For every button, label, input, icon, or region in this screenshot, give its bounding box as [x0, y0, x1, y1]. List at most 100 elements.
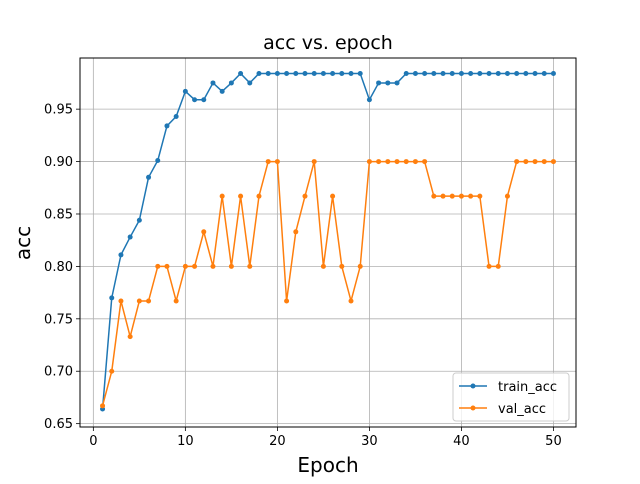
x-tick-label: 10: [177, 434, 194, 449]
data-point-val-acc: [458, 193, 464, 199]
y-tick-label: 0.65: [44, 417, 73, 432]
data-point-train-acc: [238, 71, 244, 77]
data-point-val-acc: [532, 159, 538, 165]
x-tick-label: 0: [89, 434, 97, 449]
data-point-train-acc: [302, 71, 308, 77]
data-point-val-acc: [357, 263, 363, 269]
data-point-train-acc: [348, 71, 354, 77]
data-point-val-acc: [109, 368, 115, 374]
data-point-val-acc: [192, 263, 198, 269]
x-axis-label: Epoch: [297, 453, 358, 477]
data-point-train-acc: [357, 71, 363, 77]
data-point-val-acc: [274, 159, 280, 165]
data-point-train-acc: [293, 71, 299, 77]
data-point-train-acc: [127, 234, 133, 240]
data-point-train-acc: [256, 71, 262, 77]
data-point-train-acc: [311, 71, 317, 77]
data-point-train-acc: [118, 252, 124, 258]
legend-marker-val-acc: [470, 405, 476, 411]
data-point-val-acc: [146, 298, 152, 304]
data-point-train-acc: [412, 71, 418, 77]
x-tick-label: 50: [545, 434, 562, 449]
data-point-train-acc: [109, 295, 115, 301]
data-point-train-acc: [385, 80, 391, 86]
data-point-train-acc: [394, 80, 400, 86]
data-point-train-acc: [458, 71, 464, 77]
data-point-train-acc: [376, 80, 382, 86]
data-point-val-acc: [265, 159, 271, 165]
data-point-val-acc: [284, 298, 290, 304]
data-point-train-acc: [550, 71, 556, 77]
legend-entry-val-acc: val_acc: [459, 402, 546, 417]
data-point-val-acc: [164, 263, 170, 269]
legend-label-val-acc: val_acc: [498, 402, 546, 417]
data-point-train-acc: [403, 71, 409, 77]
data-point-val-acc: [477, 193, 483, 199]
plot-frame: [79, 57, 577, 428]
data-point-val-acc: [155, 263, 161, 269]
data-point-val-acc: [210, 263, 216, 269]
data-point-val-acc: [100, 403, 106, 409]
data-point-train-acc: [504, 71, 510, 77]
data-point-val-acc: [173, 298, 179, 304]
data-point-train-acc: [514, 71, 520, 77]
data-point-train-acc: [155, 158, 161, 164]
data-point-train-acc: [219, 88, 225, 94]
data-point-train-acc: [495, 71, 501, 77]
data-point-train-acc: [422, 71, 428, 77]
data-point-val-acc: [219, 193, 225, 199]
legend-label-train-acc: train_acc: [498, 380, 557, 395]
data-point-val-acc: [440, 193, 446, 199]
data-point-train-acc: [192, 97, 198, 103]
data-point-train-acc: [173, 113, 179, 119]
data-point-val-acc: [385, 159, 391, 165]
data-point-train-acc: [440, 71, 446, 77]
data-point-train-acc: [284, 71, 290, 77]
data-point-train-acc: [477, 71, 483, 77]
data-point-train-acc: [210, 80, 216, 86]
y-tick-label: 0.70: [44, 365, 73, 380]
legend-entry-train-acc: train_acc: [459, 380, 557, 395]
data-point-train-acc: [486, 71, 492, 77]
data-point-val-acc: [403, 159, 409, 165]
data-point-val-acc: [523, 159, 529, 165]
data-point-train-acc: [265, 71, 271, 77]
x-tick-label: 30: [361, 434, 378, 449]
data-point-train-acc: [532, 71, 538, 77]
x-tick-label: 20: [269, 434, 286, 449]
data-point-train-acc: [164, 123, 170, 129]
data-point-train-acc: [201, 97, 207, 103]
data-point-val-acc: [422, 159, 428, 165]
legend: train_acc val_acc: [452, 372, 570, 422]
data-point-val-acc: [201, 229, 207, 235]
data-point-val-acc: [449, 193, 455, 199]
data-point-train-acc: [523, 71, 529, 77]
data-point-val-acc: [514, 159, 520, 165]
data-point-train-acc: [339, 71, 345, 77]
data-point-train-acc: [541, 71, 547, 77]
data-point-val-acc: [311, 159, 317, 165]
series-group: [100, 71, 556, 412]
data-point-train-acc: [146, 174, 152, 180]
y-tick-label: 0.75: [44, 312, 73, 327]
data-point-val-acc: [247, 263, 253, 269]
data-point-train-acc: [274, 71, 280, 77]
data-point-val-acc: [376, 159, 382, 165]
data-point-val-acc: [431, 193, 437, 199]
data-point-val-acc: [182, 263, 188, 269]
data-point-val-acc: [412, 159, 418, 165]
data-point-val-acc: [256, 193, 262, 199]
y-axis-label: acc: [11, 226, 35, 260]
y-tick-label: 0.85: [44, 207, 73, 222]
data-point-val-acc: [238, 193, 244, 199]
data-point-val-acc: [394, 159, 400, 165]
data-point-train-acc: [449, 71, 455, 77]
data-point-train-acc: [228, 80, 234, 86]
data-point-train-acc: [330, 71, 336, 77]
data-point-val-acc: [468, 193, 474, 199]
y-tick-label: 0.95: [44, 103, 73, 118]
axis-ticks: 0 10 20 30 40 50 0.65 0.70 0.75 0.80 0.85 0.90 0.95: [44, 103, 562, 449]
chart-title: acc vs. epoch: [263, 32, 393, 54]
